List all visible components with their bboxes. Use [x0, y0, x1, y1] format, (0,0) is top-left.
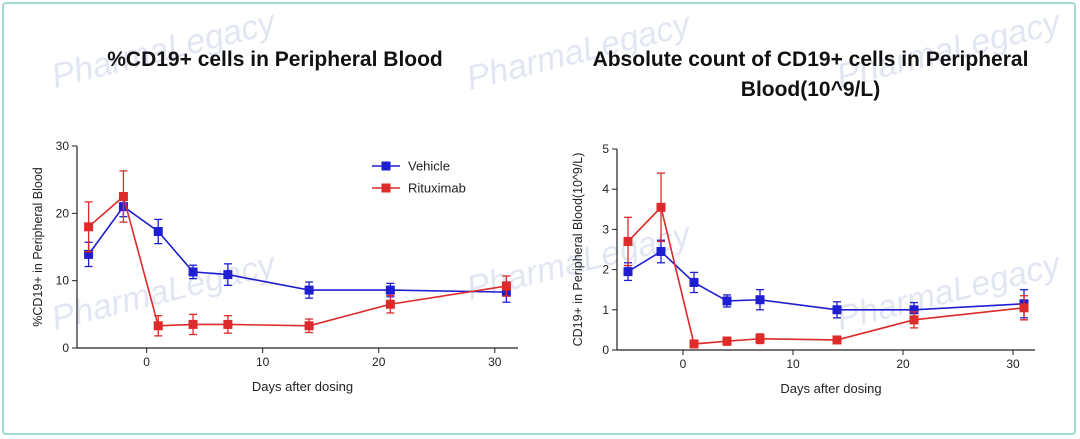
- x-tick-label: 10: [256, 355, 270, 369]
- y-tick-label: 0: [602, 343, 609, 357]
- data-point: [656, 247, 666, 257]
- legend-label: Vehicle: [408, 159, 450, 174]
- x-axis-label: Days after dosing: [780, 381, 881, 396]
- data-point: [722, 296, 732, 306]
- data-point: [1019, 303, 1029, 313]
- data-point: [223, 319, 233, 329]
- y-tick-label: 0: [62, 341, 69, 355]
- y-tick-label: 10: [56, 274, 70, 288]
- series-line: [627, 205, 1025, 345]
- x-tick-label: 10: [786, 357, 800, 371]
- chart-title-absolute: Absolute count of CD19+ cells in Periphe…: [592, 48, 1029, 101]
- data-point: [909, 315, 919, 325]
- data-point: [153, 227, 163, 237]
- data-point: [304, 321, 314, 331]
- data-point: [84, 249, 94, 259]
- x-axis-label: Days after dosing: [252, 379, 353, 394]
- y-tick-label: 2: [602, 263, 609, 277]
- data-point: [755, 334, 765, 344]
- y-tick-label: 20: [56, 206, 70, 220]
- legend-marker: [381, 161, 391, 171]
- data-point: [909, 305, 919, 315]
- y-tick-label: 1: [602, 303, 609, 317]
- legend-label: Rituximab: [408, 181, 466, 196]
- data-point: [656, 202, 666, 212]
- data-point: [188, 267, 198, 277]
- data-point: [188, 319, 198, 329]
- data-point: [223, 270, 233, 280]
- series-line: [87, 205, 507, 293]
- data-point: [755, 295, 765, 305]
- x-tick-label: 30: [1006, 357, 1020, 371]
- chart-title-percent: %CD19+ cells in Peripheral Blood: [107, 48, 443, 71]
- data-point: [118, 192, 128, 201]
- series-line: [627, 250, 1025, 311]
- data-point: [304, 285, 314, 295]
- series-line: [88, 195, 507, 327]
- data-point: [689, 339, 699, 349]
- y-tick-label: 30: [56, 139, 70, 153]
- data-point: [623, 236, 633, 246]
- data-point: [623, 267, 633, 277]
- x-tick-label: 0: [680, 357, 687, 371]
- data-point: [501, 281, 511, 291]
- x-tick-label: 0: [143, 355, 150, 369]
- y-axis-label: %CD19+ in Peripheral Blood: [31, 167, 45, 327]
- data-point: [385, 299, 395, 309]
- data-point: [84, 222, 94, 232]
- data-point: [689, 277, 699, 287]
- x-tick-label: 20: [896, 357, 910, 371]
- x-tick-label: 30: [488, 355, 502, 369]
- data-point: [153, 321, 163, 331]
- y-tick-label: 5: [602, 142, 609, 156]
- data-point: [832, 335, 842, 345]
- data-point: [722, 336, 732, 346]
- y-tick-label: 4: [602, 182, 609, 196]
- x-tick-label: 20: [372, 355, 386, 369]
- legend-marker: [381, 183, 391, 193]
- data-point: [832, 305, 842, 315]
- data-point: [385, 285, 395, 295]
- y-tick-label: 3: [602, 222, 609, 236]
- y-axis-label: CD19+ in Peripheral Blood(10^9/L): [571, 153, 585, 347]
